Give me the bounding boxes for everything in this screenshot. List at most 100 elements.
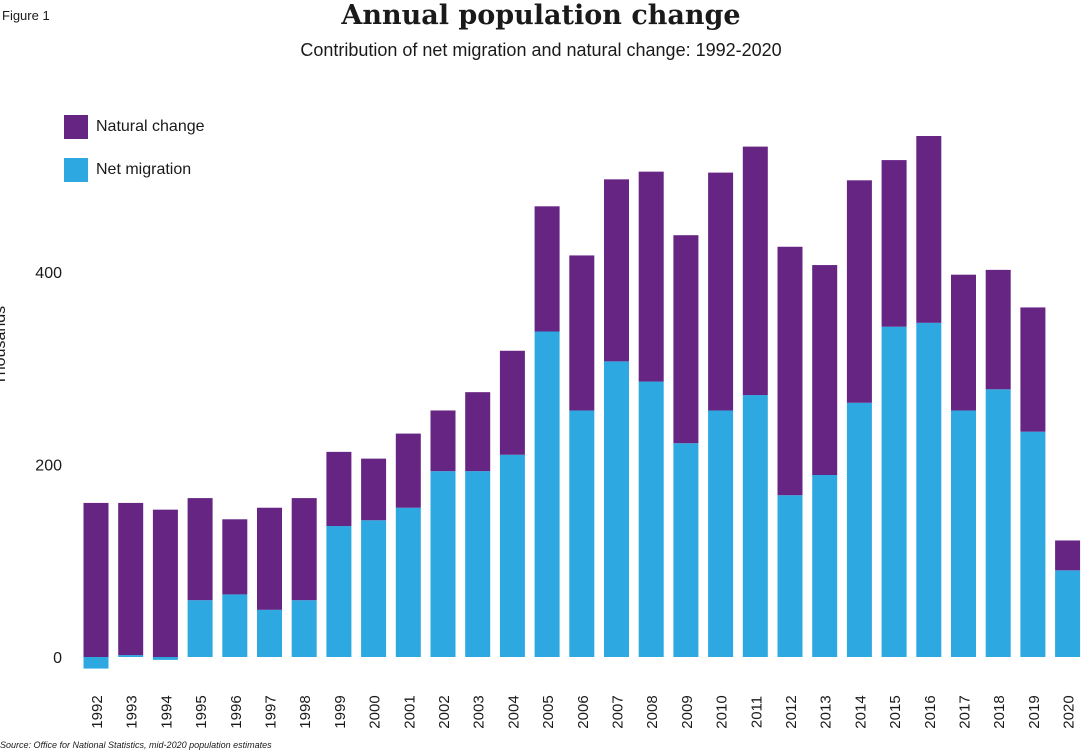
x-tick-label-1999: 1999 — [332, 695, 349, 728]
chart-subtitle: Contribution of net migration and natura… — [300, 40, 782, 60]
bar-net-migration-2006 — [569, 410, 595, 657]
bar-natural-change-2017 — [951, 274, 976, 411]
bar-net-migration-2011 — [742, 395, 768, 657]
x-tick-label-2006: 2006 — [575, 695, 592, 728]
bar-net-migration-2017 — [951, 410, 976, 657]
x-tick-label-2017: 2017 — [957, 695, 974, 728]
bar-net-migration-2014 — [846, 402, 872, 657]
bar-natural-change-2011 — [742, 146, 768, 396]
bar-net-migration-1995 — [187, 600, 213, 657]
bar-natural-change-2006 — [569, 255, 595, 411]
x-tick-label-2019: 2019 — [1026, 695, 1043, 728]
x-tick-label-2011: 2011 — [748, 696, 765, 728]
legend-swatch-natural-change — [64, 115, 88, 139]
bar-net-migration-2002 — [430, 471, 456, 657]
bar-net-migration-2005 — [534, 331, 560, 657]
bar-natural-change-1995 — [187, 498, 213, 601]
bar-net-migration-2008 — [638, 381, 664, 657]
bar-natural-change-1996 — [222, 519, 248, 595]
x-tick-label-2002: 2002 — [436, 695, 453, 728]
x-tick-label-1997: 1997 — [263, 695, 280, 728]
bar-natural-change-1998 — [291, 498, 317, 601]
x-tick-label-2018: 2018 — [991, 695, 1008, 728]
bar-natural-change-1999 — [326, 451, 352, 527]
legend-swatch-net-migration — [64, 158, 88, 182]
bar-net-migration-1993 — [118, 655, 144, 657]
x-tick-label-2005: 2005 — [540, 695, 557, 728]
bar-natural-change-2013 — [812, 265, 838, 475]
x-tick-label-2013: 2013 — [818, 695, 835, 728]
bar-natural-change-2009 — [673, 235, 699, 444]
bar-natural-change-2003 — [465, 392, 491, 472]
bar-net-migration-2009 — [673, 443, 699, 657]
y-tick-label-0: 0 — [53, 650, 62, 667]
bar-net-migration-1992 — [83, 657, 109, 669]
x-tick-label-2003: 2003 — [471, 695, 488, 728]
bar-natural-change-1993 — [118, 502, 144, 656]
bar-natural-change-2015 — [881, 160, 907, 327]
bar-net-migration-2000 — [361, 520, 387, 657]
bar-natural-change-2001 — [395, 433, 421, 508]
source-note: Source: Office for National Statistics, … — [0, 740, 272, 750]
x-tick-label-1995: 1995 — [193, 695, 210, 728]
bar-net-migration-2020 — [1055, 570, 1081, 657]
x-tick-label-1998: 1998 — [297, 695, 314, 728]
bar-natural-change-2000 — [361, 458, 387, 521]
x-tick-label-2001: 2001 — [401, 695, 418, 728]
bar-net-migration-1997 — [257, 609, 282, 657]
x-tick-label-1994: 1994 — [158, 695, 175, 728]
bar-net-migration-2007 — [604, 361, 629, 657]
bar-net-migration-2001 — [395, 507, 421, 657]
bar-natural-change-1992 — [83, 502, 109, 657]
bar-natural-change-2012 — [777, 246, 803, 496]
x-tick-label-2009: 2009 — [679, 695, 696, 728]
bar-natural-change-2008 — [638, 171, 664, 382]
x-tick-label-2012: 2012 — [783, 695, 800, 728]
bar-natural-change-2014 — [846, 180, 872, 403]
bar-net-migration-2015 — [881, 326, 907, 657]
x-tick-label-2020: 2020 — [1061, 695, 1078, 728]
bar-net-migration-1999 — [326, 526, 352, 657]
x-tick-label-2015: 2015 — [887, 695, 904, 728]
x-tick-label-2010: 2010 — [714, 695, 731, 728]
x-tick-label-2004: 2004 — [505, 695, 522, 728]
bar-net-migration-2004 — [499, 454, 525, 657]
bar-net-migration-2018 — [985, 389, 1011, 657]
bar-natural-change-2007 — [604, 179, 629, 362]
x-tick-label-2007: 2007 — [610, 695, 627, 728]
legend-label-natural-change: Natural change — [96, 118, 205, 135]
bar-natural-change-2019 — [1020, 307, 1046, 432]
y-tick-label-400: 400 — [35, 265, 62, 282]
bar-natural-change-1994 — [152, 509, 178, 657]
bar-natural-change-2005 — [534, 206, 560, 332]
bar-net-migration-1998 — [291, 600, 317, 657]
bar-net-migration-2019 — [1020, 431, 1046, 657]
legend-item-natural-change: Natural change — [64, 115, 205, 139]
x-tick-label-2014: 2014 — [852, 695, 869, 728]
bar-net-migration-2013 — [812, 474, 838, 657]
x-tick-label-1993: 1993 — [124, 695, 141, 728]
x-tick-label-2008: 2008 — [644, 695, 661, 728]
bar-natural-change-1997 — [257, 507, 282, 610]
x-tick-label-2000: 2000 — [367, 695, 384, 728]
bar-natural-change-2004 — [499, 350, 525, 455]
bar-net-migration-2010 — [708, 410, 734, 657]
y-tick-label-200: 200 — [35, 457, 62, 474]
x-tick-label-1992: 1992 — [89, 695, 106, 728]
bar-natural-change-2010 — [708, 172, 734, 411]
bar-natural-change-2018 — [985, 269, 1011, 390]
bar-net-migration-1994 — [152, 657, 178, 660]
legend-item-net-migration: Net migration — [64, 158, 191, 182]
figure-label: Figure 1 — [2, 8, 50, 23]
legend-label-net-migration: Net migration — [96, 161, 192, 178]
bar-natural-change-2002 — [430, 410, 456, 472]
bar-net-migration-2012 — [777, 495, 803, 657]
bar-net-migration-2003 — [465, 471, 491, 657]
bar-net-migration-1996 — [222, 594, 248, 657]
x-tick-label-2016: 2016 — [922, 695, 939, 728]
bar-natural-change-2016 — [916, 136, 942, 323]
bar-natural-change-2020 — [1055, 540, 1081, 571]
x-tick-label-1996: 1996 — [228, 695, 245, 728]
chart-title: Annual population change — [341, 0, 741, 31]
